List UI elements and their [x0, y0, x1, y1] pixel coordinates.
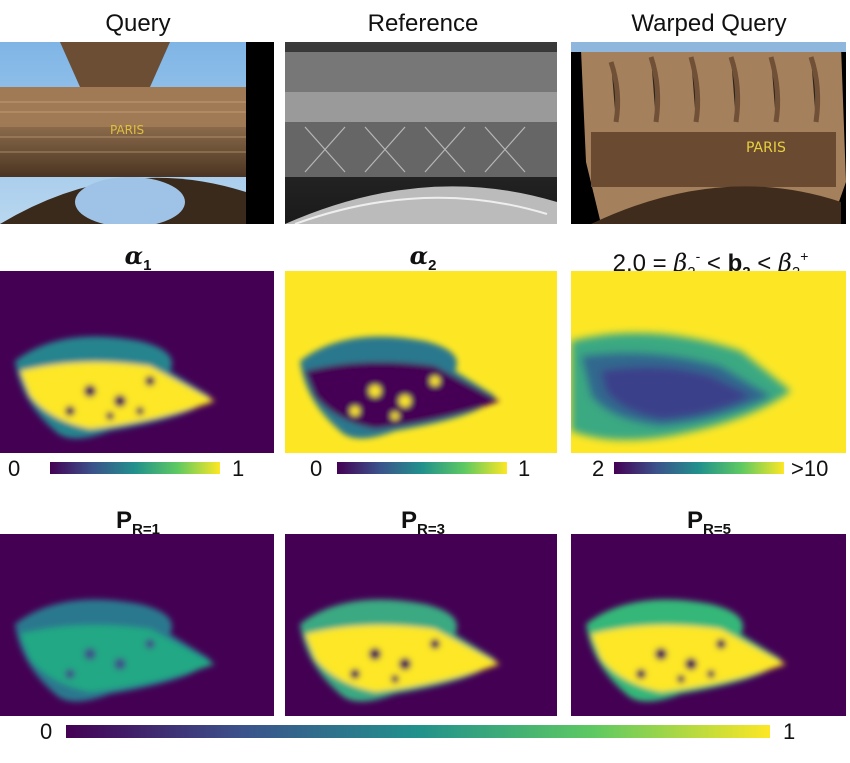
- cb4-bar: [66, 725, 770, 738]
- warped-query-photo: PARIS: [571, 42, 846, 224]
- reference-photo: [285, 42, 557, 224]
- title-reference: Reference: [367, 10, 479, 37]
- title-query: Query: [105, 10, 171, 37]
- cb2-max: 1: [518, 456, 531, 481]
- pr5-heatmap: [571, 534, 846, 716]
- beta-heatmap: [571, 271, 846, 453]
- title-warped-query: Warped Query: [631, 10, 787, 37]
- cb3-bar: [614, 462, 784, 474]
- cb4-min: 0: [40, 719, 53, 744]
- alpha2-heatmap: [285, 271, 557, 453]
- query-photo: PARIS: [0, 42, 274, 224]
- title-alpha1: α1: [124, 241, 152, 275]
- cb1-bar: [50, 462, 220, 474]
- cb2-min: 0: [310, 456, 323, 481]
- alpha1-heatmap: [0, 271, 274, 453]
- pr1-heatmap: [0, 534, 274, 716]
- cb4-max: 1: [783, 719, 796, 744]
- title-alpha2: α2: [409, 241, 437, 275]
- title-pr5: PR=5: [687, 507, 731, 538]
- cb1-max: 1: [232, 456, 245, 481]
- svg-text:PARIS: PARIS: [746, 140, 786, 156]
- title-pr3: PR=3: [401, 507, 445, 538]
- svg-text:PARIS: PARIS: [110, 123, 144, 137]
- title-pr1: PR=1: [116, 507, 160, 538]
- cb3-min: 2: [592, 456, 605, 481]
- pr3-heatmap: [285, 534, 557, 716]
- cb2-bar: [337, 462, 507, 474]
- cb3-max: >10: [791, 456, 829, 481]
- cb1-min: 0: [8, 456, 21, 481]
